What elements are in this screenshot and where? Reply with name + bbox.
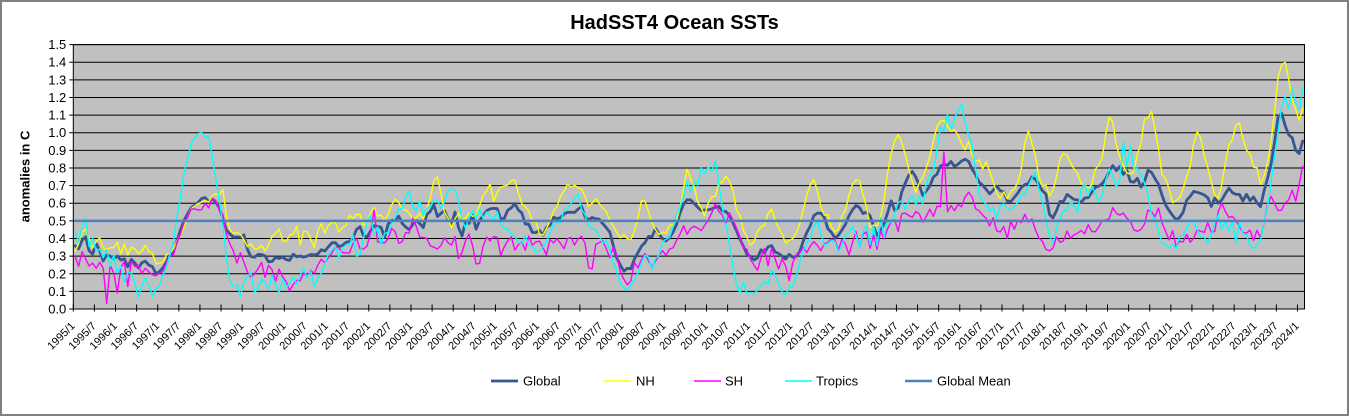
- svg-text:0.5: 0.5: [48, 213, 66, 228]
- svg-text:1.1: 1.1: [48, 108, 66, 123]
- svg-text:0.9: 0.9: [48, 143, 66, 158]
- svg-text:0.7: 0.7: [48, 178, 66, 193]
- svg-text:NH: NH: [636, 374, 655, 389]
- svg-text:SH: SH: [725, 374, 743, 389]
- svg-text:0.3: 0.3: [48, 249, 66, 264]
- svg-text:Global Mean: Global Mean: [937, 374, 1011, 389]
- svg-text:0.4: 0.4: [48, 231, 66, 246]
- svg-text:Global: Global: [523, 374, 561, 389]
- svg-text:0.0: 0.0: [48, 302, 66, 317]
- svg-text:0.8: 0.8: [48, 160, 66, 175]
- svg-text:0.2: 0.2: [48, 266, 66, 281]
- svg-text:0.1: 0.1: [48, 284, 66, 299]
- svg-text:anomalies in C: anomalies in C: [18, 130, 33, 222]
- svg-text:1.2: 1.2: [48, 90, 66, 105]
- svg-text:Tropics: Tropics: [816, 374, 859, 389]
- svg-text:1.5: 1.5: [48, 37, 66, 52]
- svg-text:1.0: 1.0: [48, 125, 66, 140]
- svg-text:HadSST4 Ocean SSTs: HadSST4 Ocean SSTs: [570, 12, 779, 34]
- svg-text:1.4: 1.4: [48, 55, 66, 70]
- svg-text:0.6: 0.6: [48, 196, 66, 211]
- svg-text:1.3: 1.3: [48, 72, 66, 87]
